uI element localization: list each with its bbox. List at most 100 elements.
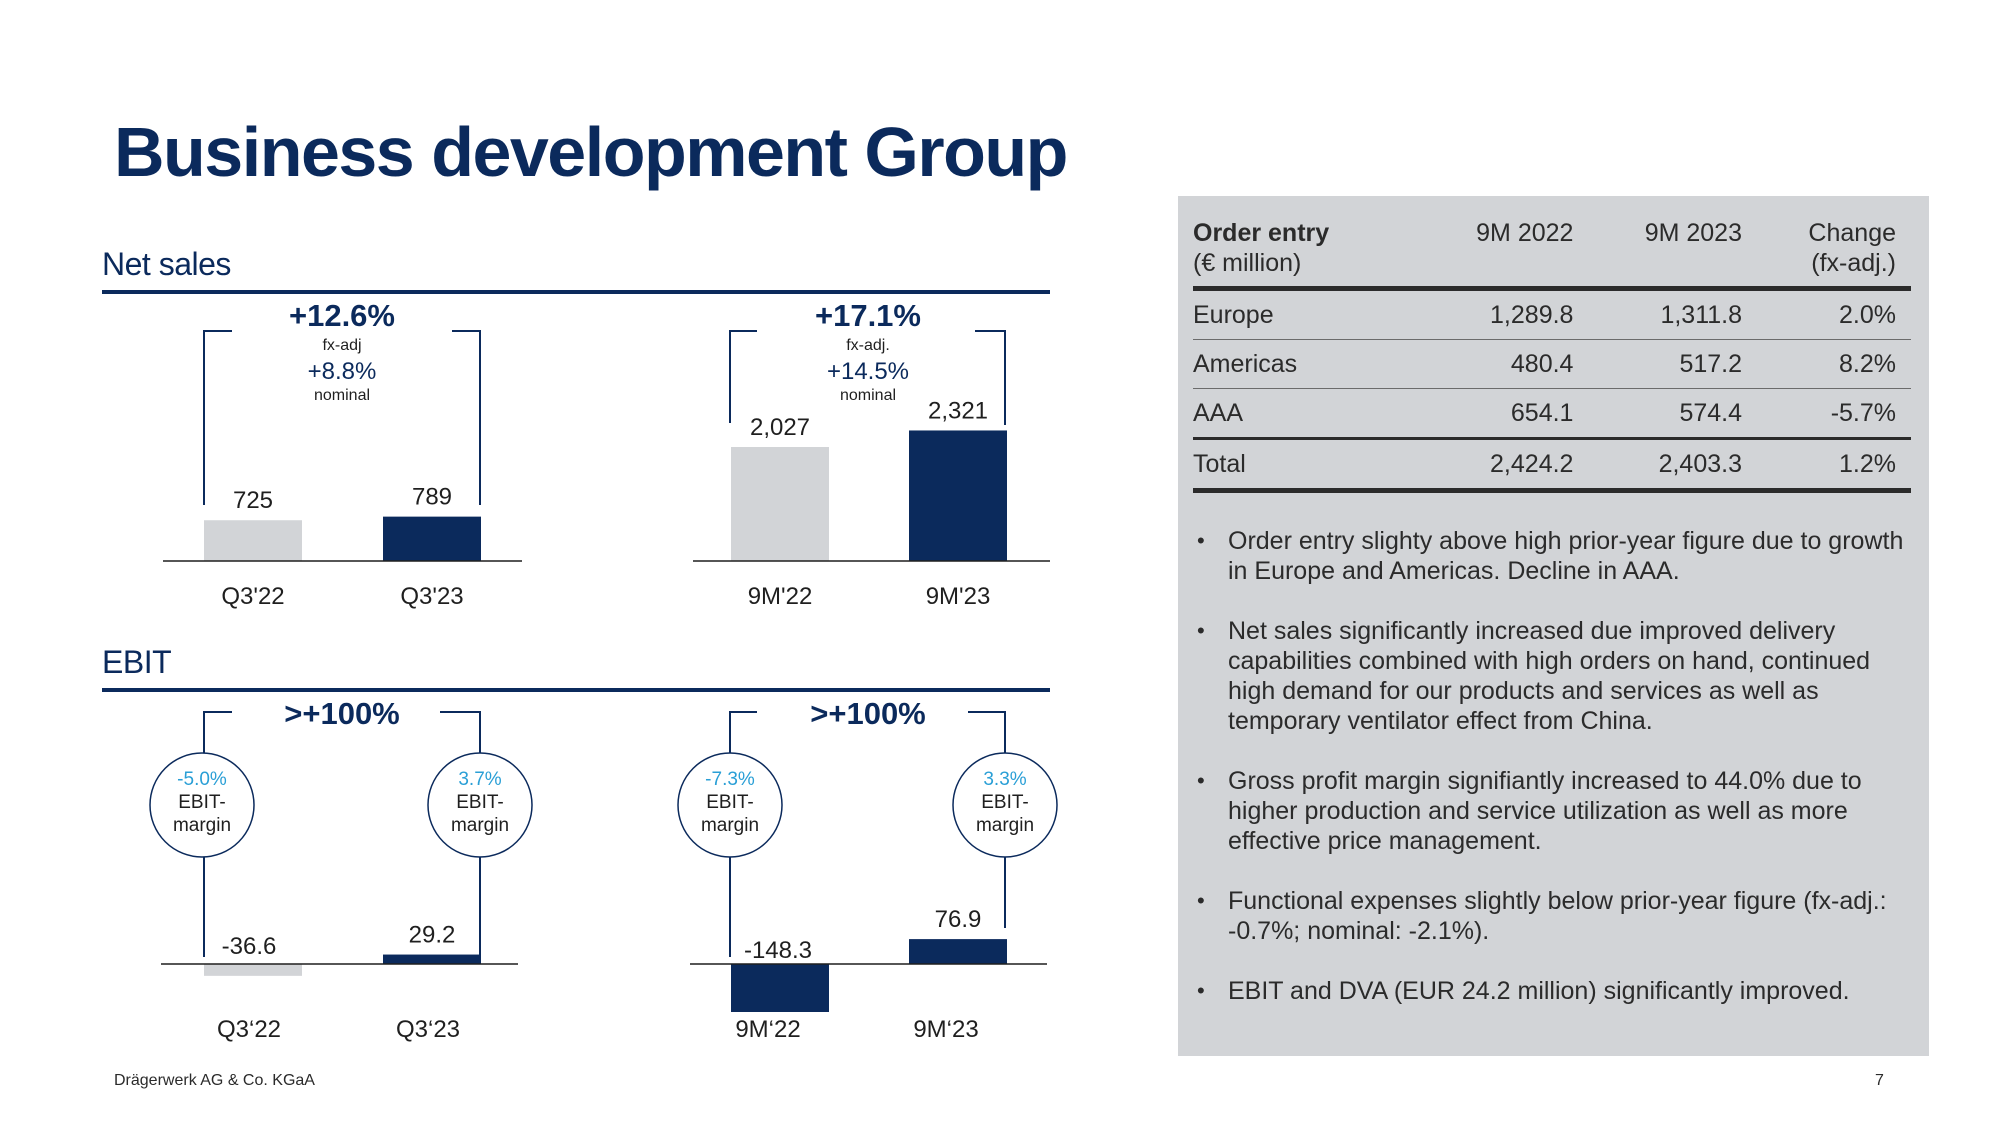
table-cell-2022: 1,289.8: [1419, 288, 1589, 340]
table-row-total: Total 2,424.2 2,403.3 1.2%: [1193, 437, 1911, 493]
page-title: Business development Group: [114, 113, 1068, 191]
order-entry-header-change-line2: (fx-adj.): [1811, 249, 1896, 277]
margin-9m-prev-label1: EBIT-: [706, 792, 754, 813]
table-cell-2023: 2,403.3: [1588, 437, 1757, 493]
order-entry-header-2023: 9M 2023: [1644, 219, 1742, 247]
bar-value-label: 725: [233, 487, 273, 514]
category-label: 9M'23: [926, 583, 991, 610]
bar-q323: [383, 516, 481, 561]
order-entry-header-title: Order entry: [1193, 219, 1330, 247]
order-entry-header-row: Order entry (€ million) 9M 2022 9M 2023 …: [1193, 218, 1911, 289]
order-entry-header-2022: 9M 2022: [1476, 219, 1574, 247]
table-cell-2023: 574.4: [1588, 388, 1757, 439]
table-cell-change: 8.2%: [1757, 339, 1911, 389]
bar-q322: [204, 520, 302, 561]
margin-circle-9m-prev: [677, 752, 783, 858]
bracket-q-left: [203, 330, 232, 505]
order-entry-header-change-line1: Change: [1808, 219, 1896, 247]
net-sales-title: Net sales: [102, 246, 231, 282]
order-entry-header-label: Order entry (€ million): [1193, 218, 1420, 289]
commentary-list: Order entry slighty above high prior-yea…: [1193, 526, 1908, 1036]
bracket-ebit-9m-left: [729, 711, 757, 768]
bracket-9m-left: [729, 330, 757, 423]
bar-9m22: [731, 964, 829, 1012]
category-label: Q3'23: [400, 583, 463, 610]
margin-q-curr-value: 3.7%: [458, 769, 501, 790]
ns-9m-nominal-label: nominal: [840, 387, 896, 404]
margin-9m-prev-label2: margin: [701, 815, 759, 836]
margin-q-curr-label2: margin: [451, 815, 509, 836]
bar-q322: [204, 964, 302, 976]
list-item: EBIT and DVA (EUR 24.2 million) signific…: [1193, 976, 1908, 1006]
margin-9m-curr-value: 3.3%: [983, 769, 1026, 790]
bracket-q-right: [452, 330, 481, 505]
bracket-9m-right: [975, 330, 1006, 425]
list-item: Net sales significantly increased due im…: [1193, 616, 1908, 736]
bar-value-label: 29.2: [409, 922, 456, 949]
ebit-9m-change: >+100%: [810, 696, 926, 731]
bar-value-label: 2,321: [928, 397, 988, 424]
category-label: 9M'22: [748, 583, 813, 610]
charts-canvas: -5.0% EBIT- margin 3.7% EBIT- margin -7.…: [149, 298, 1058, 1043]
table-cell-change: 1.2%: [1757, 437, 1911, 493]
table-row: Europe 1,289.8 1,311.8 2.0%: [1193, 288, 1911, 340]
margin-q-curr-label1: EBIT-: [456, 792, 504, 813]
order-entry-table: Order entry (€ million) 9M 2022 9M 2023 …: [1193, 218, 1911, 493]
order-entry-header-unit: (€ million): [1193, 249, 1302, 277]
ns-9m-change-fx: +17.1%: [815, 298, 921, 333]
bar-9m23: [909, 939, 1007, 964]
table-cell-2022: 2,424.2: [1419, 437, 1589, 493]
margin-q-prev-label1: EBIT-: [178, 792, 226, 813]
list-item: Order entry slighty above high prior-yea…: [1193, 526, 1908, 586]
order-entry-header-change: Change (fx-adj.): [1757, 218, 1911, 289]
net-sales-rule: [102, 290, 1050, 294]
bar-9m22: [731, 447, 829, 561]
ns-q-change-fx: +12.6%: [289, 298, 395, 333]
table-cell-region: Europe: [1193, 288, 1420, 340]
ns-q-fx-label: fx-adj: [322, 337, 361, 354]
table-cell-region: Americas: [1193, 339, 1420, 389]
category-label: Q3‘23: [396, 1016, 460, 1043]
table-cell-2023: 517.2: [1588, 339, 1757, 389]
table-cell-change: -5.7%: [1757, 388, 1911, 439]
bar-value-label: 789: [412, 484, 452, 511]
bracket-ebit-9m-right: [968, 711, 1006, 758]
ns-q-change-nominal: +8.8%: [308, 358, 377, 385]
table-cell-region: AAA: [1193, 388, 1420, 439]
ebit-title: EBIT: [102, 644, 172, 680]
ns-9m-fx-label: fx-adj.: [846, 337, 890, 354]
list-item: Functional expenses slightly below prior…: [1193, 886, 1908, 946]
category-label: Q3'22: [221, 583, 284, 610]
table-cell-change: 2.0%: [1757, 288, 1911, 340]
table-row: AAA 654.1 574.4 -5.7%: [1193, 388, 1911, 439]
bracket-ebit-q-left: [203, 711, 232, 768]
footer-company: Drägerwerk AG & Co. KGaA: [114, 1072, 315, 1089]
margin-9m-curr-label2: margin: [976, 815, 1034, 836]
category-label: Q3‘22: [217, 1016, 281, 1043]
bar-value-label: 76.9: [935, 906, 982, 933]
margin-circle-9m-curr: [952, 752, 1058, 858]
ebit-q-change: >+100%: [284, 696, 400, 731]
ns-q-nominal-label: nominal: [314, 387, 370, 404]
table-cell-region: Total: [1193, 437, 1420, 493]
ebit-rule: [102, 688, 1050, 692]
table-cell-2022: 654.1: [1419, 388, 1589, 439]
bars-layer: 725 Q3'22 789 Q3'23 2,027 9M'22 2,321 9M'23 -36.…: [161, 397, 1050, 1043]
margin-q-prev-label2: margin: [173, 815, 231, 836]
table-row: Americas 480.4 517.2 8.2%: [1193, 339, 1911, 389]
margin-q-prev-value: -5.0%: [177, 769, 227, 790]
category-label: 9M‘23: [913, 1016, 978, 1043]
ns-9m-change-nominal: +14.5%: [827, 358, 909, 385]
bar-value-label: 2,027: [750, 414, 810, 441]
page-number: 7: [1875, 1072, 1884, 1089]
bar-value-label: -36.6: [222, 933, 277, 960]
category-label: 9M‘22: [735, 1016, 800, 1043]
bar-9m23: [909, 430, 1007, 561]
bar-q323: [383, 954, 481, 964]
margin-circle-q-prev: [149, 752, 255, 858]
table-cell-2022: 480.4: [1419, 339, 1589, 389]
margin-9m-prev-value: -7.3%: [705, 769, 755, 790]
bracket-ebit-q-right: [440, 711, 481, 768]
table-cell-2023: 1,311.8: [1588, 288, 1757, 340]
bar-value-label: -148.3: [744, 937, 812, 964]
